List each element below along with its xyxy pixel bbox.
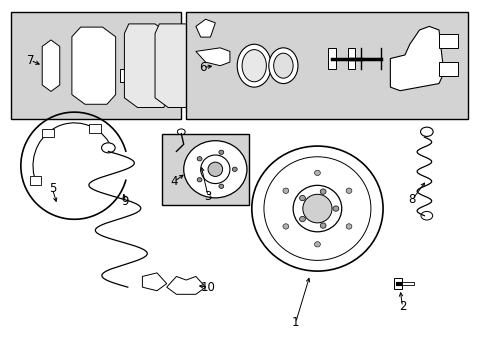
Circle shape (102, 143, 115, 153)
Ellipse shape (314, 170, 320, 176)
Ellipse shape (183, 141, 246, 198)
Text: 5: 5 (49, 183, 56, 195)
Ellipse shape (268, 48, 297, 84)
Polygon shape (124, 24, 168, 108)
Ellipse shape (251, 146, 382, 271)
Ellipse shape (320, 223, 325, 228)
Text: 6: 6 (199, 61, 206, 74)
Ellipse shape (197, 157, 202, 161)
Ellipse shape (283, 188, 288, 193)
Ellipse shape (299, 195, 305, 201)
Bar (438, 62, 458, 76)
Text: 3: 3 (204, 190, 211, 203)
Ellipse shape (302, 194, 331, 223)
Ellipse shape (320, 189, 325, 194)
Circle shape (420, 127, 432, 136)
Polygon shape (42, 40, 60, 91)
Circle shape (420, 211, 432, 220)
Bar (438, 33, 458, 48)
Bar (120, 69, 137, 82)
Bar (42, 129, 54, 137)
Ellipse shape (346, 188, 351, 193)
Polygon shape (166, 276, 205, 294)
Ellipse shape (219, 150, 224, 154)
Bar (393, 278, 401, 289)
Ellipse shape (232, 167, 237, 171)
Ellipse shape (332, 206, 338, 211)
Text: 1: 1 (291, 316, 299, 329)
Text: 8: 8 (407, 193, 415, 206)
Bar (347, 48, 355, 69)
Ellipse shape (264, 157, 370, 260)
Ellipse shape (299, 216, 305, 222)
Ellipse shape (283, 224, 288, 229)
Text: 9: 9 (122, 195, 129, 208)
Ellipse shape (219, 184, 224, 188)
Ellipse shape (273, 53, 292, 78)
Circle shape (177, 129, 185, 135)
Text: 2: 2 (398, 300, 406, 313)
FancyBboxPatch shape (186, 12, 467, 119)
Ellipse shape (292, 185, 341, 232)
Polygon shape (196, 19, 215, 37)
Ellipse shape (197, 177, 202, 182)
Polygon shape (155, 24, 199, 108)
Ellipse shape (314, 242, 320, 247)
Ellipse shape (237, 44, 271, 87)
Ellipse shape (207, 162, 222, 176)
Polygon shape (142, 273, 166, 291)
Text: 10: 10 (200, 281, 215, 294)
Ellipse shape (201, 155, 229, 184)
FancyBboxPatch shape (11, 12, 181, 119)
Bar (89, 124, 101, 133)
Bar (401, 282, 413, 285)
Ellipse shape (346, 224, 351, 229)
FancyBboxPatch shape (162, 134, 249, 205)
Text: 7: 7 (27, 54, 34, 67)
Bar (327, 48, 335, 69)
Ellipse shape (242, 50, 266, 82)
Polygon shape (389, 26, 443, 91)
Bar (30, 176, 41, 185)
Polygon shape (72, 27, 116, 104)
Polygon shape (196, 48, 229, 66)
Text: 4: 4 (170, 175, 177, 188)
